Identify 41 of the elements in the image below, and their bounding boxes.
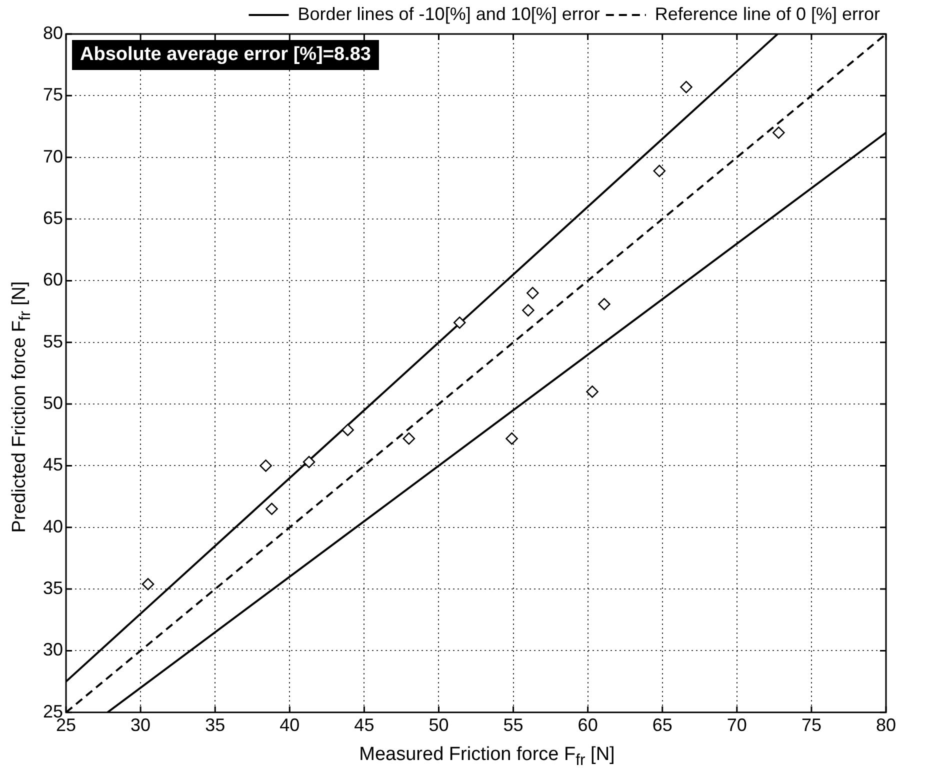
- y-tick-label: 55: [42, 331, 64, 352]
- x-tick-label: 65: [652, 715, 672, 736]
- y-tick-label: 80: [42, 22, 64, 43]
- point: [653, 164, 666, 178]
- y-tick-label: 60: [42, 270, 64, 290]
- point: [142, 578, 154, 590]
- x-axis-title: Measured Friction force F$_{fr}$ [N]: [358, 744, 616, 770]
- y-tick-label: 70: [42, 146, 64, 166]
- y-tick-label: 40: [42, 516, 64, 536]
- point: [586, 386, 598, 398]
- x-tick-label: 35: [205, 715, 226, 736]
- point: [598, 298, 610, 310]
- x-tick-label: 50: [428, 715, 449, 736]
- annotation: Absolute average error [%]=8.83: [80, 44, 371, 66]
- point: [342, 424, 354, 436]
- y-tick-label: 75: [42, 84, 64, 105]
- x-tick-label: 80: [876, 715, 896, 736]
- x-tick-label: 30: [130, 715, 151, 736]
- y-tick-label: 30: [42, 640, 64, 660]
- point: [260, 460, 272, 472]
- x-tick-label: 55: [503, 715, 524, 736]
- legend-label: Reference line of 0 [%] error: [654, 4, 880, 24]
- point: [266, 502, 278, 516]
- x-tick-label: 60: [578, 715, 598, 736]
- point: [522, 304, 534, 316]
- point: [506, 432, 518, 445]
- y-tick-label: 65: [42, 208, 64, 228]
- point: [402, 432, 416, 445]
- y-tick-label: 45: [42, 454, 64, 475]
- y-tick-label: 35: [42, 578, 64, 598]
- x-tick-label: 75: [801, 715, 822, 736]
- point: [526, 286, 539, 300]
- x-tick-label: 40: [280, 715, 300, 736]
- x-tick-label: 45: [354, 715, 374, 736]
- x-tick-label: 70: [726, 715, 747, 736]
- point: [772, 126, 785, 139]
- legend-label: Border lines of -10[%] and 10[%] error: [298, 4, 600, 24]
- point: [453, 316, 466, 329]
- point: [302, 456, 316, 468]
- point: [680, 80, 692, 94]
- y-tick-label: 50: [42, 393, 64, 414]
